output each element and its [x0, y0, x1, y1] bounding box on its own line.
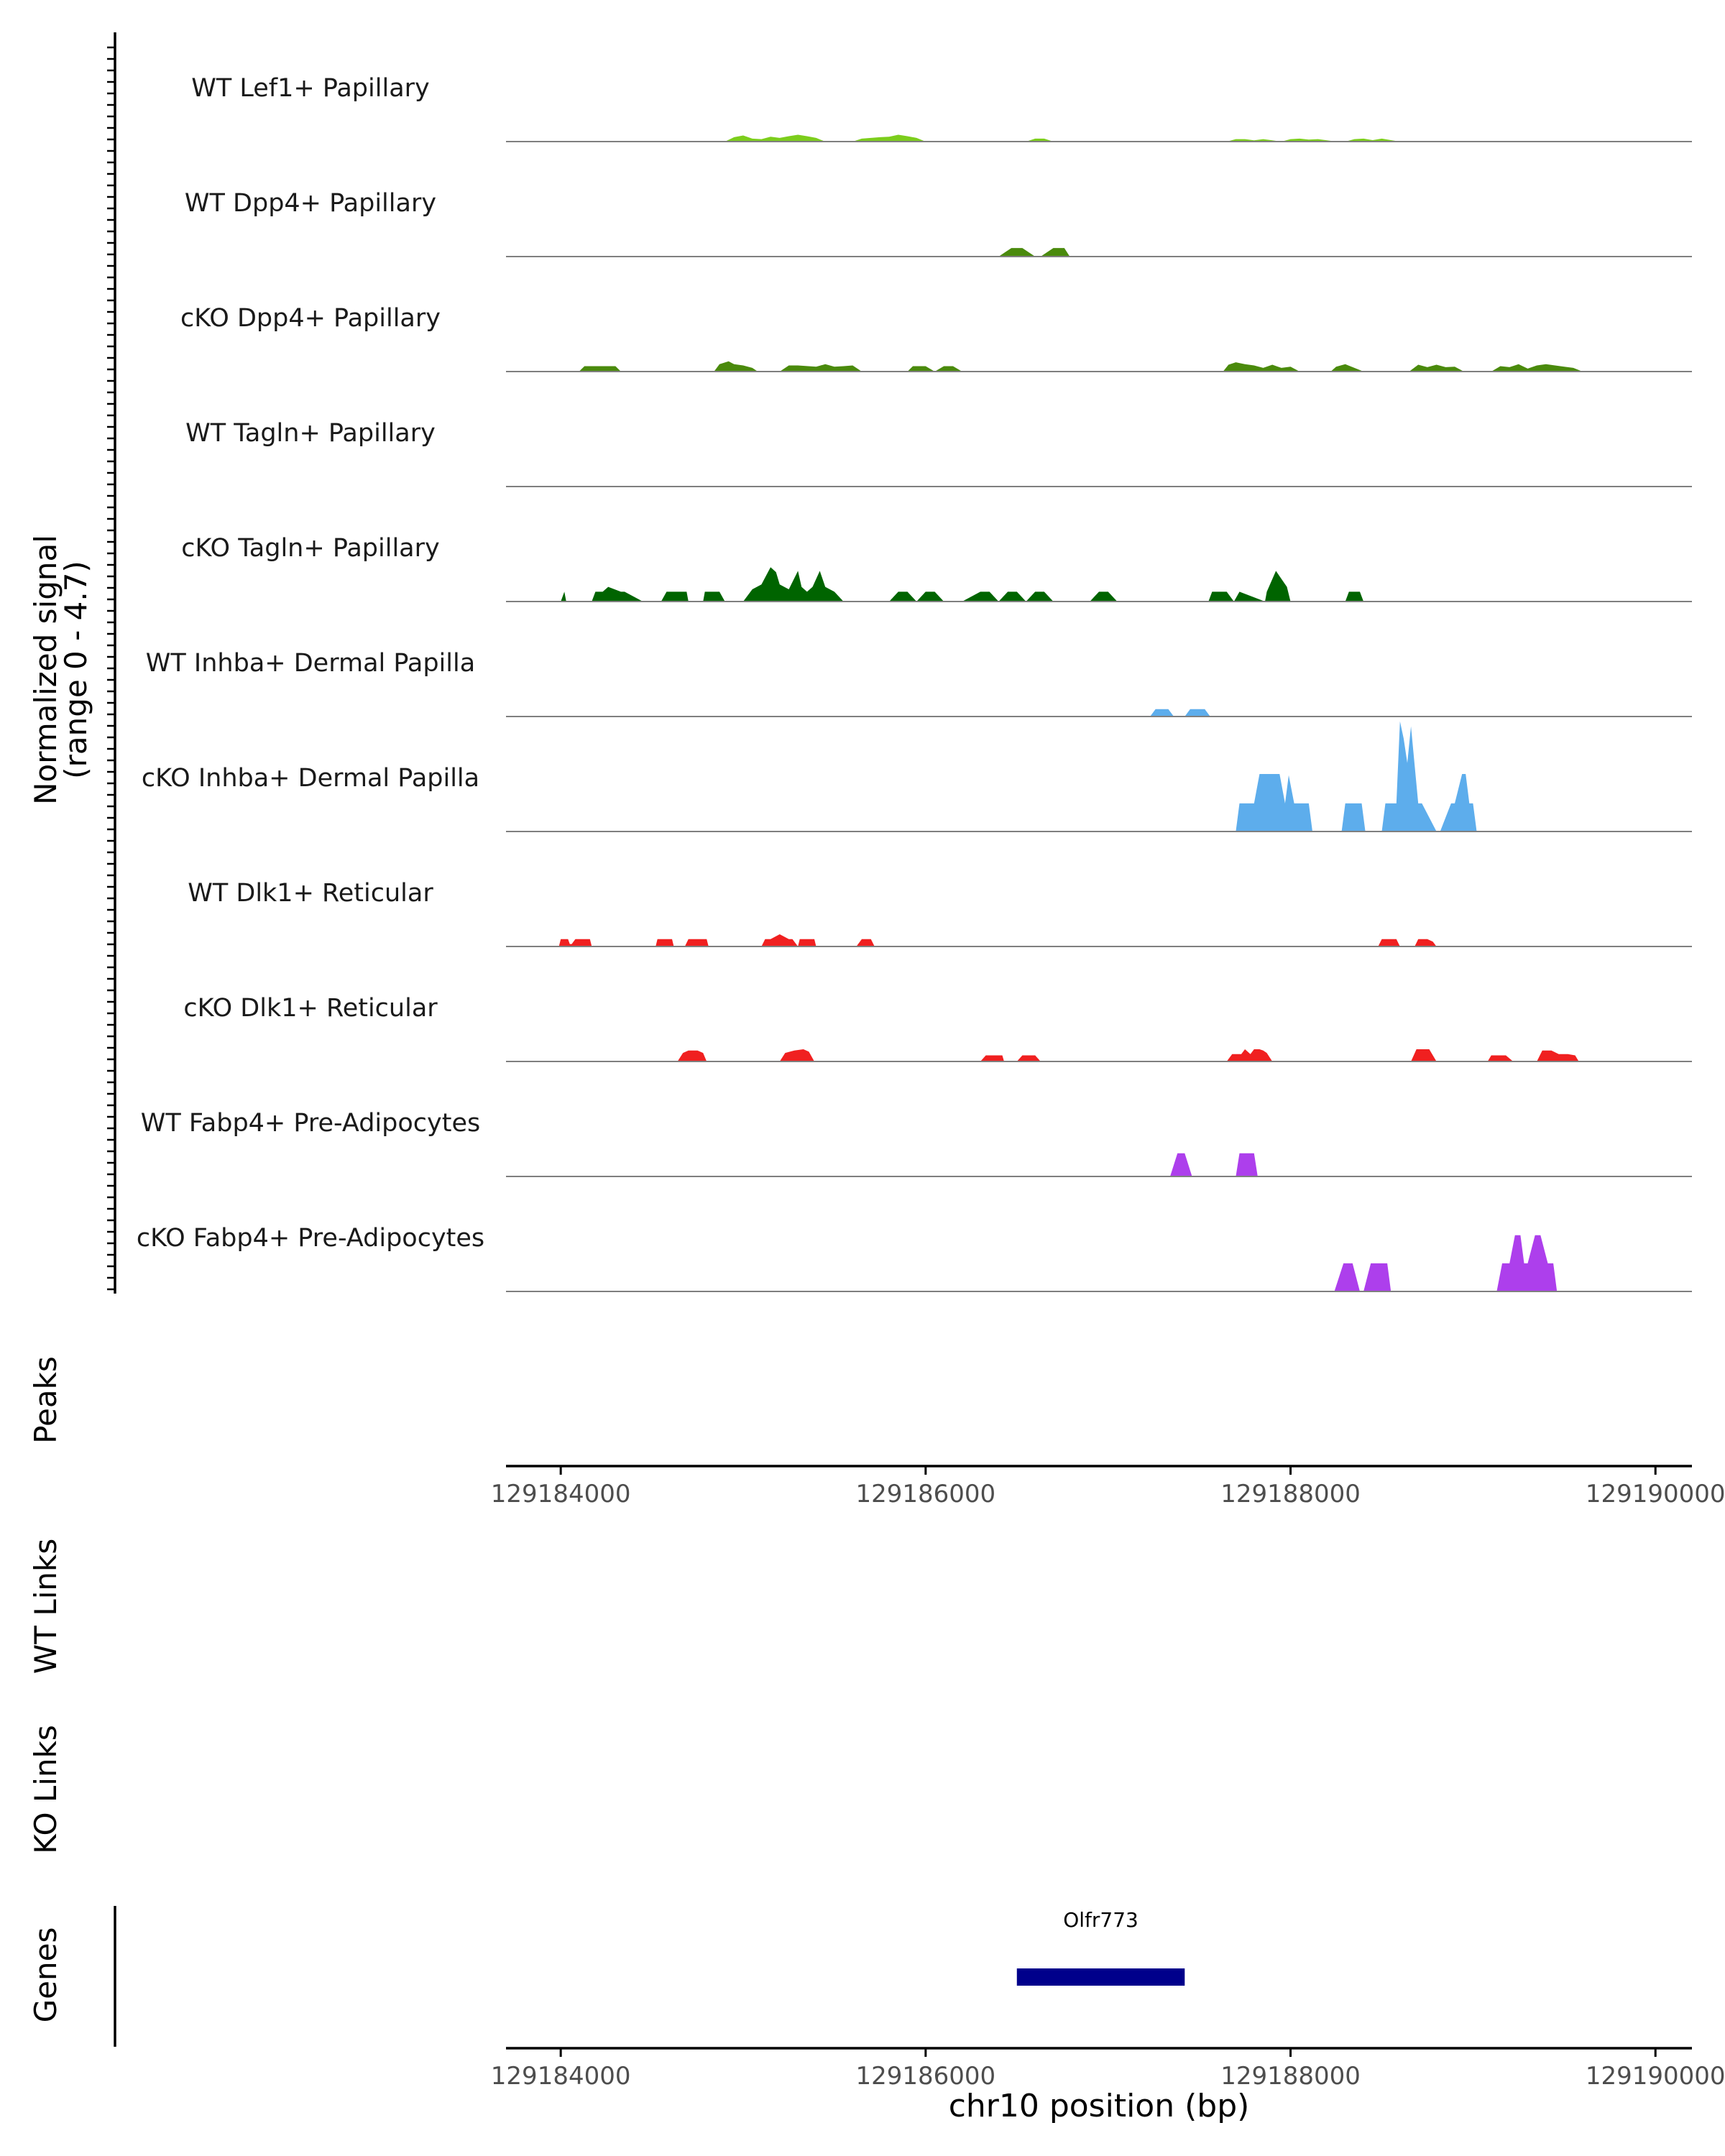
coverage-area [1170, 1153, 1258, 1176]
x-axis-tick-label: 129186000 [856, 2062, 996, 2091]
x-axis-tick-label: 129184000 [491, 1480, 631, 1508]
x-axis-tick-label: 129188000 [1220, 1480, 1361, 1508]
x-axis-tick-label: 129188000 [1220, 2062, 1361, 2091]
ko-links-track-label: KO Links [28, 1725, 63, 1854]
coverage-tracks: WT Lef1+ Papillary WT Dpp4+ Papillary cKO … [137, 74, 1692, 1292]
track-label: WT Fabp4+ Pre-Adipocytes [141, 1109, 480, 1138]
track-label: cKO Inhba+ Dermal Papilla [142, 764, 479, 793]
coverage-y-axis-range-label: (range 0 - 4.7) [58, 561, 93, 779]
coverage-area [579, 361, 1583, 372]
track-label: cKO Dpp4+ Papillary [180, 304, 441, 333]
track-label: WT Lef1+ Papillary [191, 74, 430, 103]
coverage-y-axis-ticks [107, 46, 115, 1291]
track-label: WT Dpp4+ Papillary [185, 189, 436, 218]
track-label: WT Tagln+ Papillary [185, 419, 436, 448]
peaks-track-label: Peaks [28, 1356, 63, 1444]
coverage-area [1150, 709, 1210, 717]
gene-annotations: Olfr773 [1016, 1908, 1185, 1986]
coverage-area [998, 248, 1070, 257]
coverage-area [561, 567, 1364, 602]
genes-x-axis: 129184000 129186000 129188000 129190000 [491, 2048, 1725, 2091]
coverage-area [724, 134, 1400, 142]
gene-body [1016, 1968, 1185, 1986]
track-label: cKO Tagln+ Papillary [181, 534, 440, 563]
track-label: WT Inhba+ Dermal Papilla [146, 649, 475, 678]
coverage-area [1236, 721, 1477, 831]
peaks-x-axis: 129184000 129186000 129188000 129190000 [491, 1466, 1725, 1508]
track-label: WT Dlk1+ Reticular [188, 879, 433, 908]
coverage-area [677, 1049, 1579, 1061]
track-label: cKO Dlk1+ Reticular [183, 994, 438, 1023]
track-label: cKO Fabp4+ Pre-Adipocytes [137, 1224, 484, 1253]
x-axis-tick-label: 129186000 [856, 1480, 996, 1508]
coverage-y-axis-label: Normalized signal [28, 535, 63, 805]
x-axis-tick-label: 129184000 [491, 2062, 631, 2091]
gene-label: Olfr773 [1063, 1908, 1138, 1932]
wt-links-track-label: WT Links [28, 1539, 63, 1674]
x-axis-label: chr10 position (bp) [949, 2088, 1250, 2124]
genes-track-label: Genes [28, 1927, 63, 2023]
coverage-area [1334, 1235, 1558, 1291]
x-axis-tick-label: 129190000 [1586, 1480, 1725, 1508]
x-axis-tick-label: 129190000 [1586, 2062, 1725, 2091]
coverage-area [558, 934, 1437, 946]
